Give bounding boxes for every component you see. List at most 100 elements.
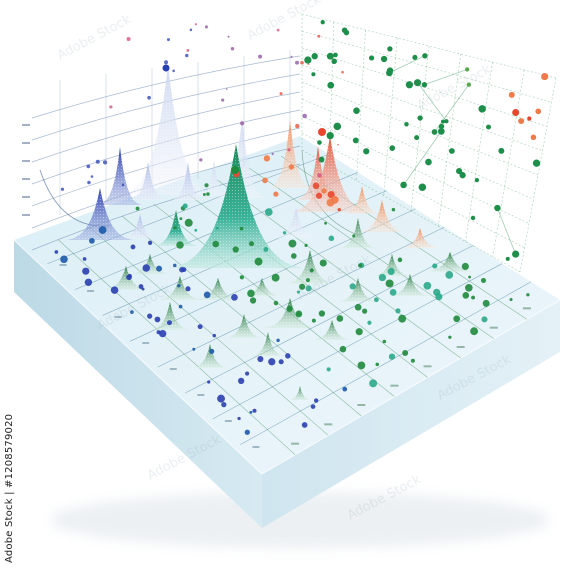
data-dot <box>342 387 347 392</box>
network-node <box>531 135 537 141</box>
network-node <box>353 137 359 143</box>
data-dot <box>312 319 316 323</box>
network-node <box>535 109 541 115</box>
data-dot <box>264 155 270 161</box>
tick-mark <box>457 346 465 348</box>
network-node <box>417 115 422 120</box>
network-node <box>321 20 325 24</box>
highlight-dot <box>231 166 239 174</box>
data-dot <box>179 267 184 272</box>
network-node <box>512 250 519 257</box>
data-dot <box>139 284 144 289</box>
data-dot <box>374 297 379 302</box>
network-node <box>527 116 531 120</box>
data-dot <box>268 358 275 365</box>
network-node <box>400 182 407 189</box>
data-dot <box>204 183 208 187</box>
data-dot <box>369 379 377 387</box>
network-node <box>419 183 427 191</box>
floating-dot <box>295 61 299 65</box>
data-dot <box>272 274 280 282</box>
data-dot <box>398 258 403 263</box>
network-node <box>506 257 510 261</box>
floating-dot <box>226 88 228 90</box>
data-dot <box>398 315 406 323</box>
network-node <box>389 145 395 151</box>
data-dot <box>157 330 161 334</box>
data-dot <box>314 398 318 402</box>
floating-dot <box>205 25 208 28</box>
data-dot <box>128 274 132 278</box>
data-dot <box>379 274 386 281</box>
floating-dot <box>195 23 197 25</box>
data-dot <box>462 263 469 270</box>
network-node <box>512 109 519 116</box>
tick-mark <box>170 368 177 370</box>
floating-dot <box>61 188 64 191</box>
network-node <box>494 205 500 211</box>
data-dot <box>313 182 320 189</box>
data-dot <box>249 411 252 414</box>
floating-dot <box>317 173 322 178</box>
data-dot <box>136 207 140 211</box>
data-dot <box>265 208 273 216</box>
floating-dot <box>231 47 235 51</box>
data-dot <box>356 328 363 335</box>
data-dot <box>337 315 344 322</box>
floating-dot <box>240 121 244 125</box>
data-dot <box>283 231 286 234</box>
floating-dot <box>103 160 107 164</box>
network-node <box>422 53 427 58</box>
base-slab <box>14 136 560 528</box>
data-dot <box>321 188 326 193</box>
network-node <box>444 119 448 123</box>
credit-caption: Adobe Stock | #1208579020 <box>4 430 18 565</box>
data-dot <box>252 409 256 413</box>
data-dot <box>209 349 214 354</box>
floating-dot <box>295 124 299 128</box>
data-dot <box>432 263 437 268</box>
data-dot <box>320 259 327 266</box>
data-dot <box>448 336 451 339</box>
network-node <box>498 148 504 154</box>
network-node <box>304 56 311 63</box>
data-dot <box>316 193 322 199</box>
data-dot <box>302 422 308 428</box>
data-dot <box>471 296 475 300</box>
tick-mark <box>523 307 531 309</box>
data-dot <box>255 258 263 266</box>
data-dot <box>179 305 183 309</box>
data-dot <box>179 217 182 220</box>
network-node <box>422 82 427 87</box>
data-dot <box>238 378 244 384</box>
tick-mark <box>252 446 259 448</box>
axis-tick <box>22 142 30 144</box>
network-node <box>425 159 432 166</box>
data-dot <box>273 192 278 197</box>
data-dot <box>156 266 162 272</box>
data-dot <box>340 346 347 353</box>
network-node <box>312 53 318 59</box>
data-dot <box>350 283 356 289</box>
data-dot <box>247 290 255 298</box>
axis-tick <box>22 124 30 126</box>
network-node <box>327 82 334 89</box>
network-node <box>404 122 408 126</box>
network-node <box>412 55 417 60</box>
data-dot <box>388 268 395 275</box>
floating-dot <box>86 165 90 169</box>
data-dot <box>289 240 297 248</box>
data-dot <box>362 309 367 314</box>
data-dot <box>289 164 294 169</box>
network-link <box>404 131 442 185</box>
data-dot <box>206 192 210 196</box>
network-node <box>414 135 419 140</box>
axis-tick <box>22 160 30 162</box>
data-dot <box>465 284 473 292</box>
data-dot <box>217 395 225 403</box>
data-dot <box>237 417 240 420</box>
network-node <box>311 72 315 76</box>
floating-dot <box>127 37 131 41</box>
data-dot <box>324 222 327 225</box>
